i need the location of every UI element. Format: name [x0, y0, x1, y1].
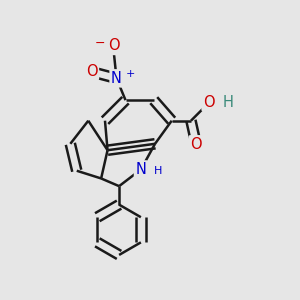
- Text: O: O: [86, 64, 98, 79]
- Text: +: +: [125, 70, 135, 80]
- Text: O: O: [108, 38, 120, 53]
- Text: −: −: [94, 37, 105, 50]
- Text: N: N: [136, 162, 146, 177]
- Text: O: O: [203, 95, 215, 110]
- Text: H: H: [223, 95, 234, 110]
- Text: H: H: [154, 166, 162, 176]
- Text: N: N: [111, 71, 122, 86]
- Text: O: O: [190, 137, 202, 152]
